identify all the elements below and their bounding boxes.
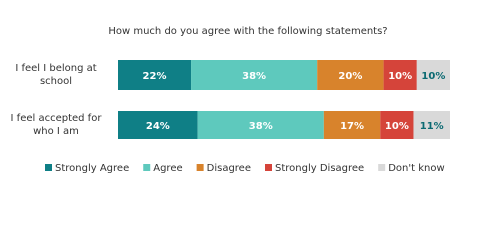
bar-segment xyxy=(383,60,417,90)
legend-label: Don't know xyxy=(388,163,444,174)
legend-label: Agree xyxy=(153,163,182,174)
chart: How much do you agree with the following… xyxy=(10,26,450,174)
category-label: I feel accepted for who I am xyxy=(10,113,102,137)
legend-label: Strongly Disagree xyxy=(275,163,364,174)
bar-segment xyxy=(323,111,381,139)
bar-segment xyxy=(118,60,192,90)
legend-swatch xyxy=(265,164,272,171)
value-label: 22% xyxy=(143,71,167,82)
value-label: 38% xyxy=(242,71,266,82)
bar-segment xyxy=(118,111,198,139)
value-label: 20% xyxy=(338,71,362,82)
bar-segment xyxy=(197,111,324,139)
value-label: 11% xyxy=(420,121,444,132)
category-label: I feel I belong at school xyxy=(15,63,97,87)
bar-segment xyxy=(317,60,384,90)
bar-segment xyxy=(416,60,450,90)
legend-swatch xyxy=(378,164,386,171)
legend-swatch xyxy=(196,164,204,171)
value-label: 10% xyxy=(388,71,412,82)
value-label: 10% xyxy=(421,71,445,82)
chart-svg: How much do you agree with the following… xyxy=(45,26,450,174)
value-label: 24% xyxy=(146,121,170,132)
legend-swatch xyxy=(45,164,52,171)
bar-segment xyxy=(413,111,450,139)
legend-label: Strongly Agree xyxy=(55,163,129,174)
bar-segment xyxy=(191,60,318,90)
value-label: 17% xyxy=(340,121,364,132)
chart-title: How much do you agree with the following… xyxy=(108,26,387,37)
legend-label: Disagree xyxy=(207,163,251,174)
value-label: 10% xyxy=(385,121,409,132)
bar-segment xyxy=(380,111,414,139)
legend-swatch xyxy=(143,164,151,171)
value-label: 38% xyxy=(249,121,273,132)
